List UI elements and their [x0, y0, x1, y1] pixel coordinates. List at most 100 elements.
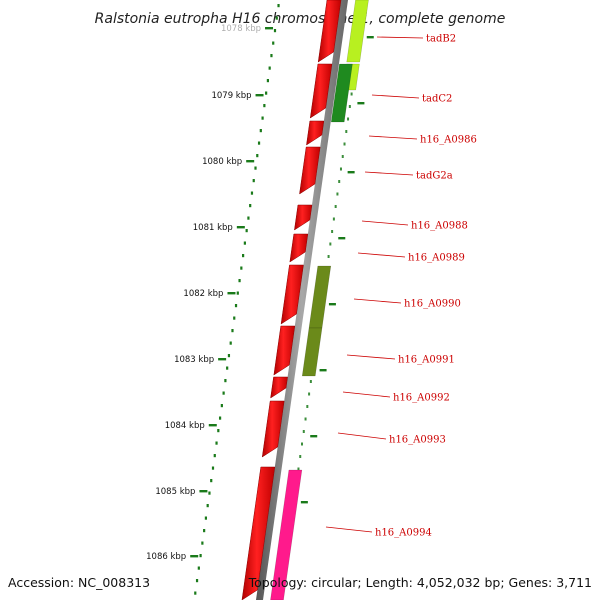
gene-arrow [280, 264, 304, 325]
ruler-dot [261, 116, 264, 120]
ruler-dot [350, 92, 353, 96]
ruler-dot [240, 266, 243, 270]
ruler-dot [234, 304, 238, 308]
ruler-dot [345, 130, 348, 133]
ruler-dot [250, 191, 254, 195]
ruler-dot [329, 242, 332, 246]
ruler-dot [302, 430, 305, 433]
gene-arrow [299, 146, 321, 195]
ruler-dot [242, 254, 245, 258]
ruler-tick-label: 1082 kbp [183, 289, 223, 299]
ruler-dot [339, 167, 342, 171]
ruler-dot [268, 66, 271, 70]
gene-label-leader [342, 391, 391, 398]
gene-label-leader [364, 171, 414, 176]
ruler-dot [233, 316, 236, 320]
ruler-tick-label: 1081 kbp [193, 223, 233, 233]
ruler-tick [255, 94, 264, 97]
gene-tick [357, 102, 365, 105]
ruler-dot [218, 416, 222, 420]
gene-tick [347, 171, 355, 174]
gene-tick [319, 369, 327, 372]
ruler-dot [306, 405, 309, 408]
ruler-dot [220, 404, 223, 408]
ruler-dot [338, 180, 341, 183]
ruler-dot [252, 179, 255, 183]
ruler-dot [224, 379, 227, 383]
ruler-dot [272, 41, 275, 45]
gene-label: h16_A0994 [375, 528, 432, 539]
gene-label-leader [325, 526, 373, 533]
gene-arrow [273, 325, 296, 376]
gene-tick [366, 36, 374, 39]
gene-label: tadG2a [416, 171, 453, 182]
ruler-dot [341, 155, 344, 158]
ruler-ticks: 1078 kbp 1079 kbp 1080 kbp 1081 kbp 1082 kbp… [146, 24, 274, 562]
ruler-dot [247, 216, 250, 220]
ruler-dot [297, 467, 300, 471]
gene-label-leader [353, 298, 402, 304]
cog-track [270, 0, 369, 600]
ruler-dot [259, 129, 262, 133]
ruler-dot [309, 380, 312, 383]
ruler-dot [222, 391, 225, 395]
ruler-tick [265, 27, 274, 30]
ruler-dot [206, 504, 209, 508]
ruler-dot [194, 591, 197, 595]
cog-feature [346, 0, 369, 63]
ruler-dot [257, 141, 261, 145]
gene-tick [310, 435, 318, 438]
ruler-dot [236, 291, 239, 295]
cog-feature [270, 469, 303, 600]
ruler-dot [213, 454, 216, 458]
ruler-dot [245, 229, 248, 233]
ruler-tick [199, 490, 208, 493]
ruler-tick-label: 1083 kbp [174, 355, 214, 365]
gene-label-leader [357, 252, 406, 258]
gene-label: tadC2 [422, 94, 452, 105]
gene-arrow [306, 120, 325, 146]
ruler-dot [215, 441, 218, 445]
gene-label: tadB2 [426, 34, 456, 45]
ruler-dot [273, 29, 277, 33]
ruler-tick [236, 226, 245, 229]
ruler-dot [301, 442, 304, 446]
cog-feature [308, 265, 332, 329]
ruler-dot [195, 579, 199, 583]
cog-feature [301, 327, 323, 377]
ruler-tick-label: 1084 kbp [165, 421, 205, 431]
ruler-tick-label: 1085 kbp [155, 487, 195, 497]
ruler-dot [299, 455, 302, 458]
gene-label: h16_A0992 [393, 393, 450, 404]
gene-tick [328, 303, 336, 306]
ruler-tick-label: 1086 kbp [146, 552, 186, 562]
genome-summary-text: Topology: circular; Length: 4,052,032 bp… [248, 575, 592, 590]
ruler-dot [331, 230, 334, 233]
gene-label-leader [346, 354, 396, 360]
ruler-tick [246, 160, 255, 163]
gene-label-leader [361, 220, 409, 226]
ruler-dot [270, 54, 273, 58]
ruler-dot [304, 417, 307, 421]
gene-label: h16_A0990 [404, 299, 461, 310]
gene-label: h16_A0989 [408, 253, 465, 264]
ruler-dot [275, 16, 278, 20]
ruler-dot [263, 104, 266, 108]
gene-label: h16_A0991 [398, 355, 455, 366]
ruler-tick-label: 1079 kbp [211, 91, 251, 101]
ruler-dot [334, 205, 337, 208]
ruler-dot [336, 192, 339, 196]
ruler-dot [199, 554, 202, 558]
ruler-tick [218, 358, 227, 361]
gene-arrow [289, 233, 309, 263]
ruler-dot [308, 392, 311, 396]
ruler-dot [256, 154, 259, 158]
gene-label: h16_A0986 [420, 135, 477, 146]
gene-arrow [270, 376, 288, 399]
ruler-dot [229, 341, 232, 345]
ruler-dot [265, 91, 268, 95]
gene-labels: tadB2 tadC2 h16_A0986 tadG2a h16_A0988 h16_A0… [325, 34, 477, 539]
gene-arrow [241, 466, 276, 600]
ruler-dot [243, 241, 246, 245]
